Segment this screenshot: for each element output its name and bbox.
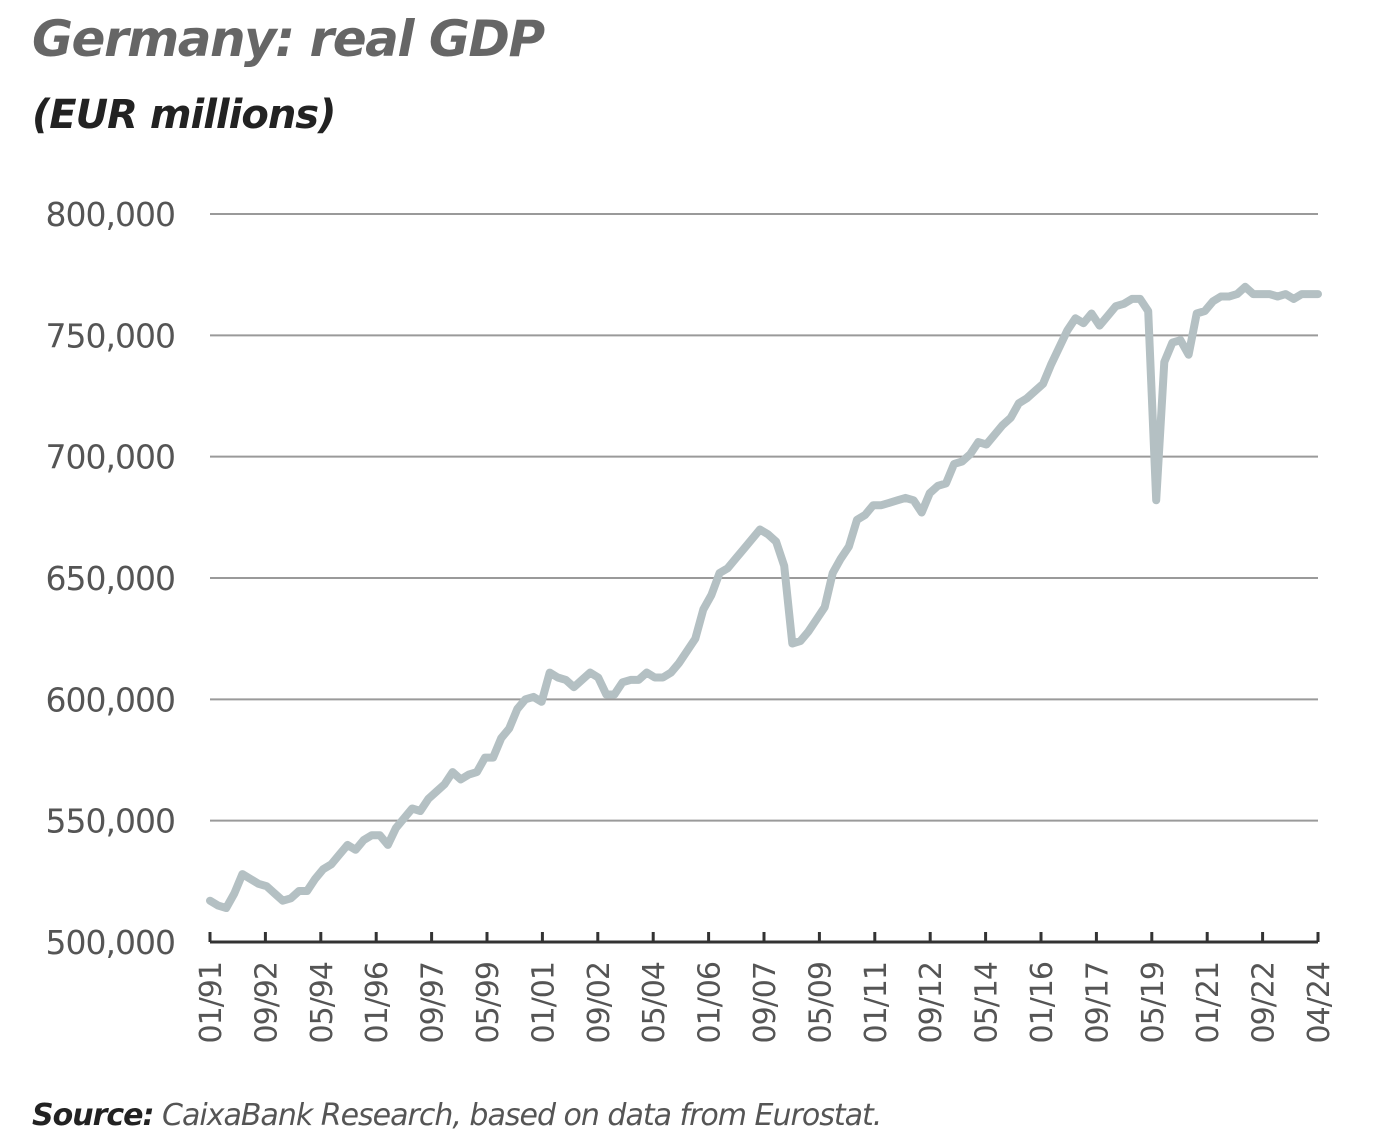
x-tick-label: 01/01 (526, 962, 561, 1043)
x-tick-label: 01/16 (1025, 962, 1060, 1043)
chart-title: Germany: real GDP (32, 10, 545, 68)
y-tick-label: 750,000 (46, 316, 175, 355)
x-tick-label: 09/02 (582, 962, 617, 1043)
x-tick-label: 05/04 (637, 962, 672, 1043)
x-tick-label: 09/92 (249, 962, 284, 1043)
x-tick-label: 04/24 (1302, 962, 1337, 1043)
gridlines (210, 213, 1318, 822)
y-tick-label: 800,000 (46, 195, 175, 234)
x-tick-label: 09/22 (1247, 962, 1282, 1043)
x-tick-label: 05/99 (471, 962, 506, 1043)
y-tick-label: 650,000 (46, 559, 175, 598)
y-tick-label: 700,000 (46, 438, 175, 477)
x-tick-label: 01/21 (1191, 962, 1226, 1043)
y-tick-label: 600,000 (46, 680, 175, 719)
source-label: Source: (32, 1098, 154, 1133)
x-tick-label: 05/14 (970, 962, 1005, 1043)
x-tick-label: 09/12 (914, 962, 949, 1043)
x-tick-label: 05/94 (305, 962, 340, 1043)
source-text: CaixaBank Research, based on data from E… (162, 1098, 882, 1133)
x-axis (208, 932, 1320, 944)
line-chart: 500,000 550,000 600,000 650,000 700,000 750,0… (46, 195, 1337, 1043)
series-line-gdp (206, 282, 1322, 912)
x-tick-label: 01/06 (693, 962, 728, 1043)
chart-subtitle: (EUR millions) (32, 92, 336, 138)
y-tick-label: 550,000 (46, 802, 175, 841)
x-tick-label: 05/09 (803, 962, 838, 1043)
x-tick-label: 01/91 (194, 962, 229, 1043)
series-layer (206, 282, 1322, 912)
x-tick-label: 09/17 (1080, 962, 1115, 1043)
y-tick-label: 500,000 (46, 923, 175, 962)
x-tick-label: 09/97 (416, 962, 451, 1043)
x-tick-label: 05/19 (1136, 962, 1171, 1043)
y-axis-tick-labels: 500,000 550,000 600,000 650,000 700,000 750,0… (46, 195, 176, 962)
x-tick-label: 01/96 (360, 962, 395, 1043)
source-note: Source: CaixaBank Research, based on dat… (32, 1098, 882, 1133)
x-tick-label: 01/11 (859, 962, 894, 1043)
x-tick-label: 09/07 (748, 962, 783, 1043)
x-axis-tick-labels: 01/91 09/92 05/94 01/96 09/97 05/99 01/01 09/02… (194, 962, 1337, 1043)
